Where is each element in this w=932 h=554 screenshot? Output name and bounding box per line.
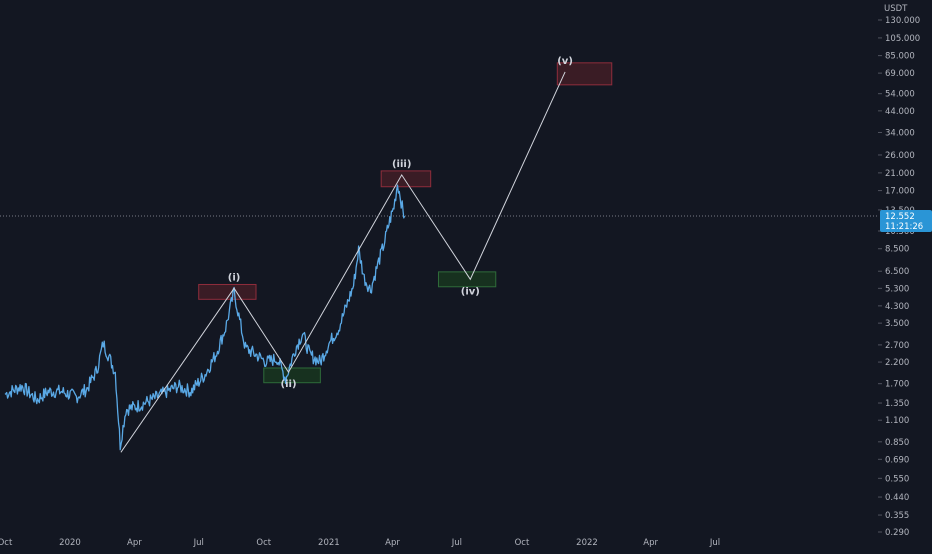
time-tick-label-9: Oct (515, 538, 530, 548)
wave-label-3: (iii) (392, 159, 411, 170)
time-axis[interactable]: Oct 2020 Apr Jul Oct 2021 Apr Jul Oct 2022 Apr Jul (0, 538, 720, 548)
price-series-line[interactable] (4, 184, 406, 451)
resistance-zone-3[interactable] (380, 170, 432, 188)
time-tick-label-3: Apr (127, 538, 142, 548)
time-tick-label-4: Jul (193, 538, 204, 548)
time-tick-label-7: Apr (385, 538, 400, 548)
elliott-wave-path[interactable] (120, 71, 566, 453)
time-tick-label-5: Oct (256, 538, 271, 548)
price-tick-label-24: 0.690 (885, 455, 909, 465)
price-tick-label-15: 5.300 (885, 284, 909, 294)
price-tick-label-18: 2.700 (885, 341, 909, 351)
price-tick-label-17: 3.500 (885, 319, 909, 329)
price-tick-label-21: 1.350 (885, 399, 909, 409)
series-layer (4, 184, 406, 451)
price-tick-label-13: 8.500 (885, 245, 909, 255)
price-tick-label-6: 44.000 (885, 107, 915, 117)
resistance-zone-1[interactable] (198, 283, 257, 300)
price-tick-label-4: 69.000 (885, 69, 915, 79)
price-tick-label-3: 85.000 (885, 52, 915, 62)
current-price-tag-bg (880, 210, 932, 233)
time-tick-label-8: Jul (451, 538, 462, 548)
labels-layer: (i) (ii) (iii) (iv) (v) (228, 56, 573, 390)
price-tick-label-23: 0.850 (885, 438, 909, 448)
price-tick-label-27: 0.355 (885, 511, 909, 521)
price-tick-label-19: 2.200 (885, 358, 909, 368)
price-tick-label-7: 34.000 (885, 128, 915, 138)
price-tick-label-16: 4.300 (885, 302, 909, 312)
wave-label-5: (v) (557, 56, 573, 67)
time-tick-label-6: 2021 (318, 538, 340, 548)
wave-label-2: (ii) (281, 379, 297, 390)
price-tick-label-8: 26.000 (885, 151, 915, 161)
price-tick-label-5: 54.000 (885, 90, 915, 100)
price-tick-label-9: 21.000 (885, 169, 915, 179)
price-tick-label-10: 17.000 (885, 187, 915, 197)
wave-label-1: (i) (228, 272, 241, 283)
price-tick-label-2: 105.000 (885, 34, 920, 44)
price-tick-label-20: 1.700 (885, 380, 909, 390)
current-price-value: 12.552 (885, 212, 915, 222)
price-tick-label-22: 1.100 (885, 416, 909, 426)
currency-label: USDT (884, 4, 908, 14)
wave-label-4: (iv) (461, 286, 480, 297)
price-tick-label-1: 130.000 (885, 16, 920, 26)
time-tick-label-12: Jul (709, 538, 720, 548)
time-tick-label-10: 2022 (576, 538, 598, 548)
time-tick-label-2: 2020 (59, 538, 81, 548)
support-zone-4[interactable] (437, 271, 497, 288)
price-tick-label-14: 6.500 (885, 267, 909, 277)
time-tick-label-11: Apr (643, 538, 658, 548)
price-tick-label-26: 0.440 (885, 493, 909, 503)
bar-countdown: 11:21:26 (885, 222, 923, 232)
support-zone-2[interactable] (263, 367, 321, 384)
resistance-zone-5[interactable] (556, 62, 613, 86)
time-tick-label-1: Oct (0, 538, 13, 548)
wave-layer (120, 71, 566, 453)
zones-layer (198, 62, 613, 384)
price-tick-label-25: 0.550 (885, 474, 909, 484)
price-tick-label-28: 0.290 (885, 528, 909, 538)
